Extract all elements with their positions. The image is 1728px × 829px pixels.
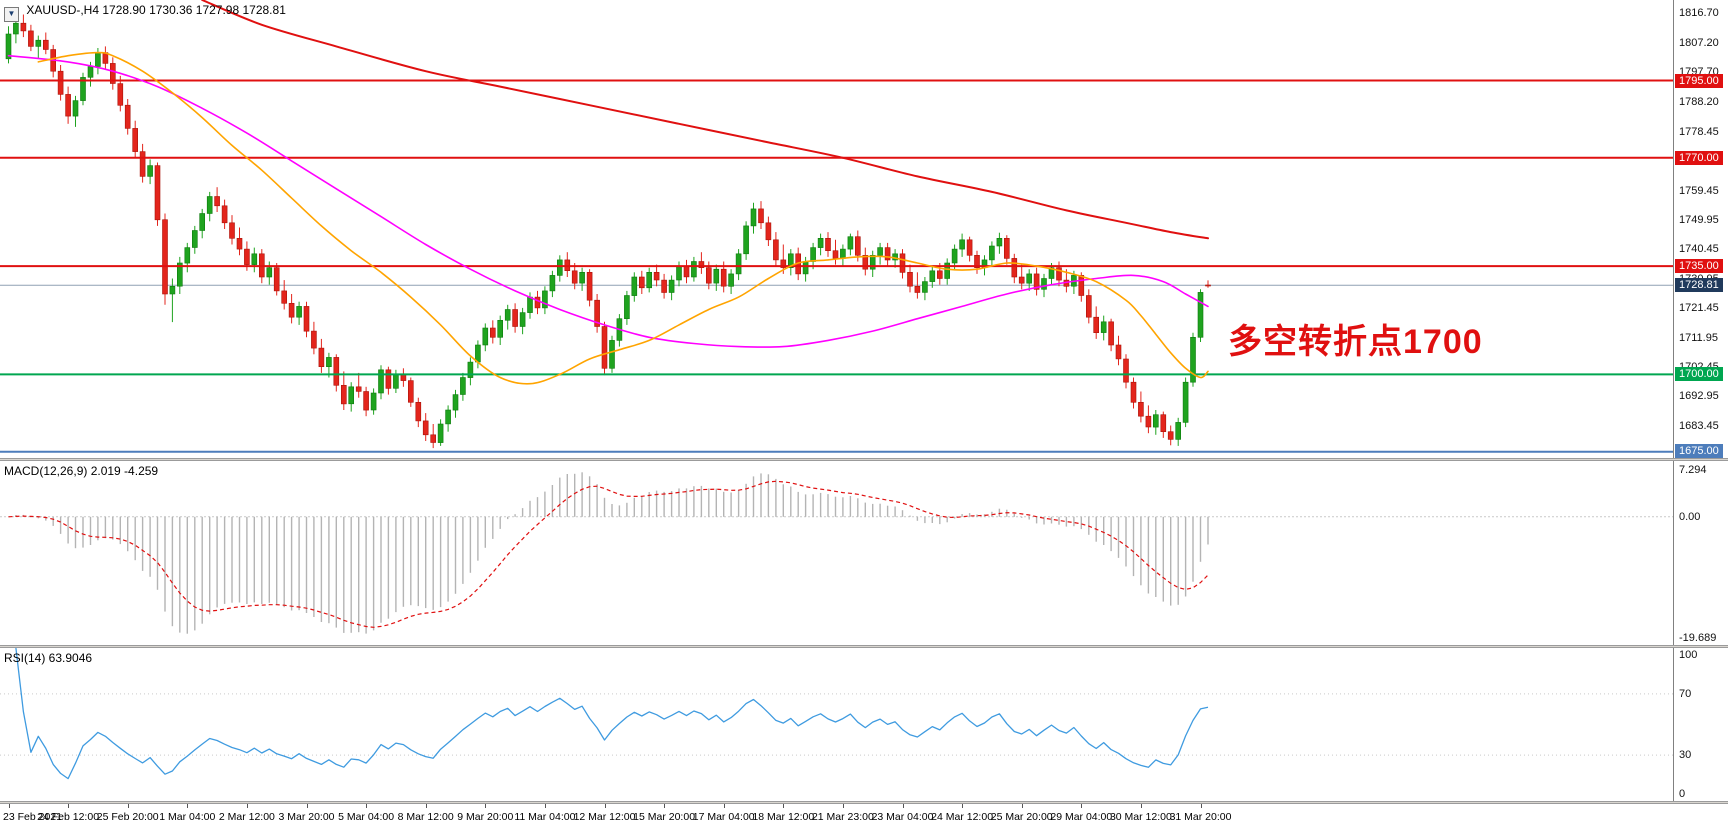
rsi-axis[interactable]: 100 70 30 0 bbox=[1673, 648, 1728, 801]
time-tick bbox=[8, 804, 10, 808]
time-tick bbox=[127, 804, 129, 808]
price-tick-label: 1788.20 bbox=[1679, 95, 1719, 108]
rsi-indicator-chart[interactable] bbox=[0, 648, 1673, 801]
price-tick-label: 1749.95 bbox=[1679, 213, 1719, 226]
ma-magenta-line bbox=[7, 54, 1209, 348]
rsi-tick-label: 0 bbox=[1679, 788, 1686, 800]
time-tick bbox=[1021, 804, 1023, 808]
rsi-tick-label: 70 bbox=[1679, 687, 1692, 700]
time-label: 21 Mar 23:00 bbox=[811, 811, 874, 823]
time-tick bbox=[544, 804, 546, 808]
price-tick-label: 1740.45 bbox=[1679, 243, 1719, 256]
time-label: 12 Mar 12:00 bbox=[573, 811, 636, 823]
symbol-ohlc-label: ▼ XAUUSD-,H4 1728.90 1730.36 1727.98 172… bbox=[4, 3, 286, 22]
price-tick-label: 1778.45 bbox=[1679, 125, 1719, 138]
time-label: 23 Mar 04:00 bbox=[871, 811, 934, 823]
panel-splitter-main-macd[interactable] bbox=[0, 458, 1728, 461]
time-label: 25 Feb 20:00 bbox=[96, 811, 159, 823]
macd-tick-label: 0.00 bbox=[1679, 510, 1701, 523]
ma-orange-line bbox=[37, 51, 1209, 385]
panel-splitter-macd-rsi[interactable] bbox=[0, 645, 1728, 648]
time-tick bbox=[723, 804, 725, 808]
time-tick bbox=[664, 804, 666, 808]
panel-splitter-rsi-time[interactable] bbox=[0, 801, 1728, 804]
time-label: 3 Mar 20:00 bbox=[278, 811, 335, 823]
rsi-tick-label: 100 bbox=[1679, 649, 1698, 661]
time-label: 2 Mar 12:00 bbox=[218, 811, 275, 823]
time-label: 30 Mar 12:00 bbox=[1109, 811, 1172, 823]
macd-axis[interactable]: 7.294 0.00 -19.689 bbox=[1673, 461, 1728, 645]
time-tick bbox=[306, 804, 308, 808]
price-level-badge: 1770.00 bbox=[1675, 150, 1723, 165]
time-tick bbox=[1200, 804, 1202, 808]
time-tick bbox=[604, 804, 606, 808]
macd-tick-label: -19.689 bbox=[1679, 632, 1717, 644]
price-axis[interactable]: 1816.701807.201797.701788.201778.451768.… bbox=[1673, 0, 1728, 458]
macd-tick-label: 7.294 bbox=[1679, 463, 1707, 476]
rsi-label: RSI(14) 63.9046 bbox=[4, 651, 93, 665]
macd-histogram bbox=[15, 472, 1209, 634]
time-axis[interactable]: 23 Feb 2021 24 Feb 12:00 25 Feb 20:00 1 Mar… bbox=[0, 804, 1728, 829]
ohlc-info-text: XAUUSD-,H4 1728.90 1730.36 1727.98 1728.… bbox=[26, 3, 286, 17]
time-label: 15 Mar 20:00 bbox=[633, 811, 696, 823]
macd-label: MACD(12,26,9) 2.019 -4.259 bbox=[4, 464, 159, 478]
time-tick bbox=[1081, 804, 1083, 808]
time-tick bbox=[1140, 804, 1142, 808]
candles bbox=[5, 14, 1211, 449]
time-tick bbox=[366, 804, 368, 808]
price-tick-label: 1759.45 bbox=[1679, 184, 1719, 197]
price-level-badge: 1700.00 bbox=[1675, 367, 1723, 382]
price-level-badge: 1735.00 bbox=[1675, 259, 1723, 274]
time-label: 24 Mar 12:00 bbox=[931, 811, 994, 823]
price-level-badge: 1675.00 bbox=[1675, 444, 1723, 458]
time-label: 24 Feb 12:00 bbox=[37, 811, 100, 823]
horizontal-level-lines[interactable] bbox=[0, 79, 1673, 453]
time-label: 11 Mar 04:00 bbox=[514, 811, 576, 823]
time-label: 9 Mar 20:00 bbox=[457, 811, 514, 823]
rsi-level-lines bbox=[0, 693, 1673, 756]
macd-indicator-chart[interactable] bbox=[0, 461, 1673, 645]
current-price-badge: 1728.81 bbox=[1675, 278, 1723, 293]
time-label: 17 Mar 04:00 bbox=[692, 811, 755, 823]
time-tick bbox=[902, 804, 904, 808]
time-label: 23 Feb 2021 bbox=[3, 811, 62, 823]
price-tick-label: 1816.70 bbox=[1679, 7, 1719, 20]
price-tick-label: 1692.95 bbox=[1679, 390, 1719, 403]
rsi-line bbox=[15, 648, 1209, 780]
time-tick bbox=[783, 804, 785, 808]
time-label: 1 Mar 04:00 bbox=[159, 811, 216, 823]
time-label: 8 Mar 12:00 bbox=[397, 811, 454, 823]
rsi-tick-label: 30 bbox=[1679, 749, 1692, 762]
price-level-badge: 1795.00 bbox=[1675, 73, 1723, 88]
time-label: 31 Mar 20:00 bbox=[1169, 811, 1232, 823]
time-tick bbox=[68, 804, 70, 808]
time-label: 29 Mar 04:00 bbox=[1050, 811, 1113, 823]
time-label: 5 Mar 04:00 bbox=[338, 811, 395, 823]
price-tick-label: 1807.20 bbox=[1679, 36, 1719, 49]
price-tick-label: 1683.45 bbox=[1679, 419, 1719, 432]
price-tick-label: 1721.45 bbox=[1679, 302, 1719, 315]
time-tick bbox=[962, 804, 964, 808]
time-tick bbox=[246, 804, 248, 808]
time-label: 18 Mar 12:00 bbox=[752, 811, 815, 823]
price-tick-label: 1711.95 bbox=[1679, 331, 1718, 344]
time-tick bbox=[187, 804, 189, 808]
time-tick bbox=[842, 804, 844, 808]
time-tick bbox=[425, 804, 427, 808]
time-tick bbox=[485, 804, 487, 808]
time-label: 25 Mar 20:00 bbox=[990, 811, 1053, 823]
ma-red-line bbox=[201, 0, 1209, 240]
chart-dropdown-icon[interactable]: ▼ bbox=[4, 7, 19, 22]
macd-signal-line bbox=[8, 480, 1209, 628]
chart-annotation-text: 多空转折点1700 bbox=[1228, 323, 1483, 361]
main-price-chart[interactable] bbox=[0, 0, 1673, 458]
